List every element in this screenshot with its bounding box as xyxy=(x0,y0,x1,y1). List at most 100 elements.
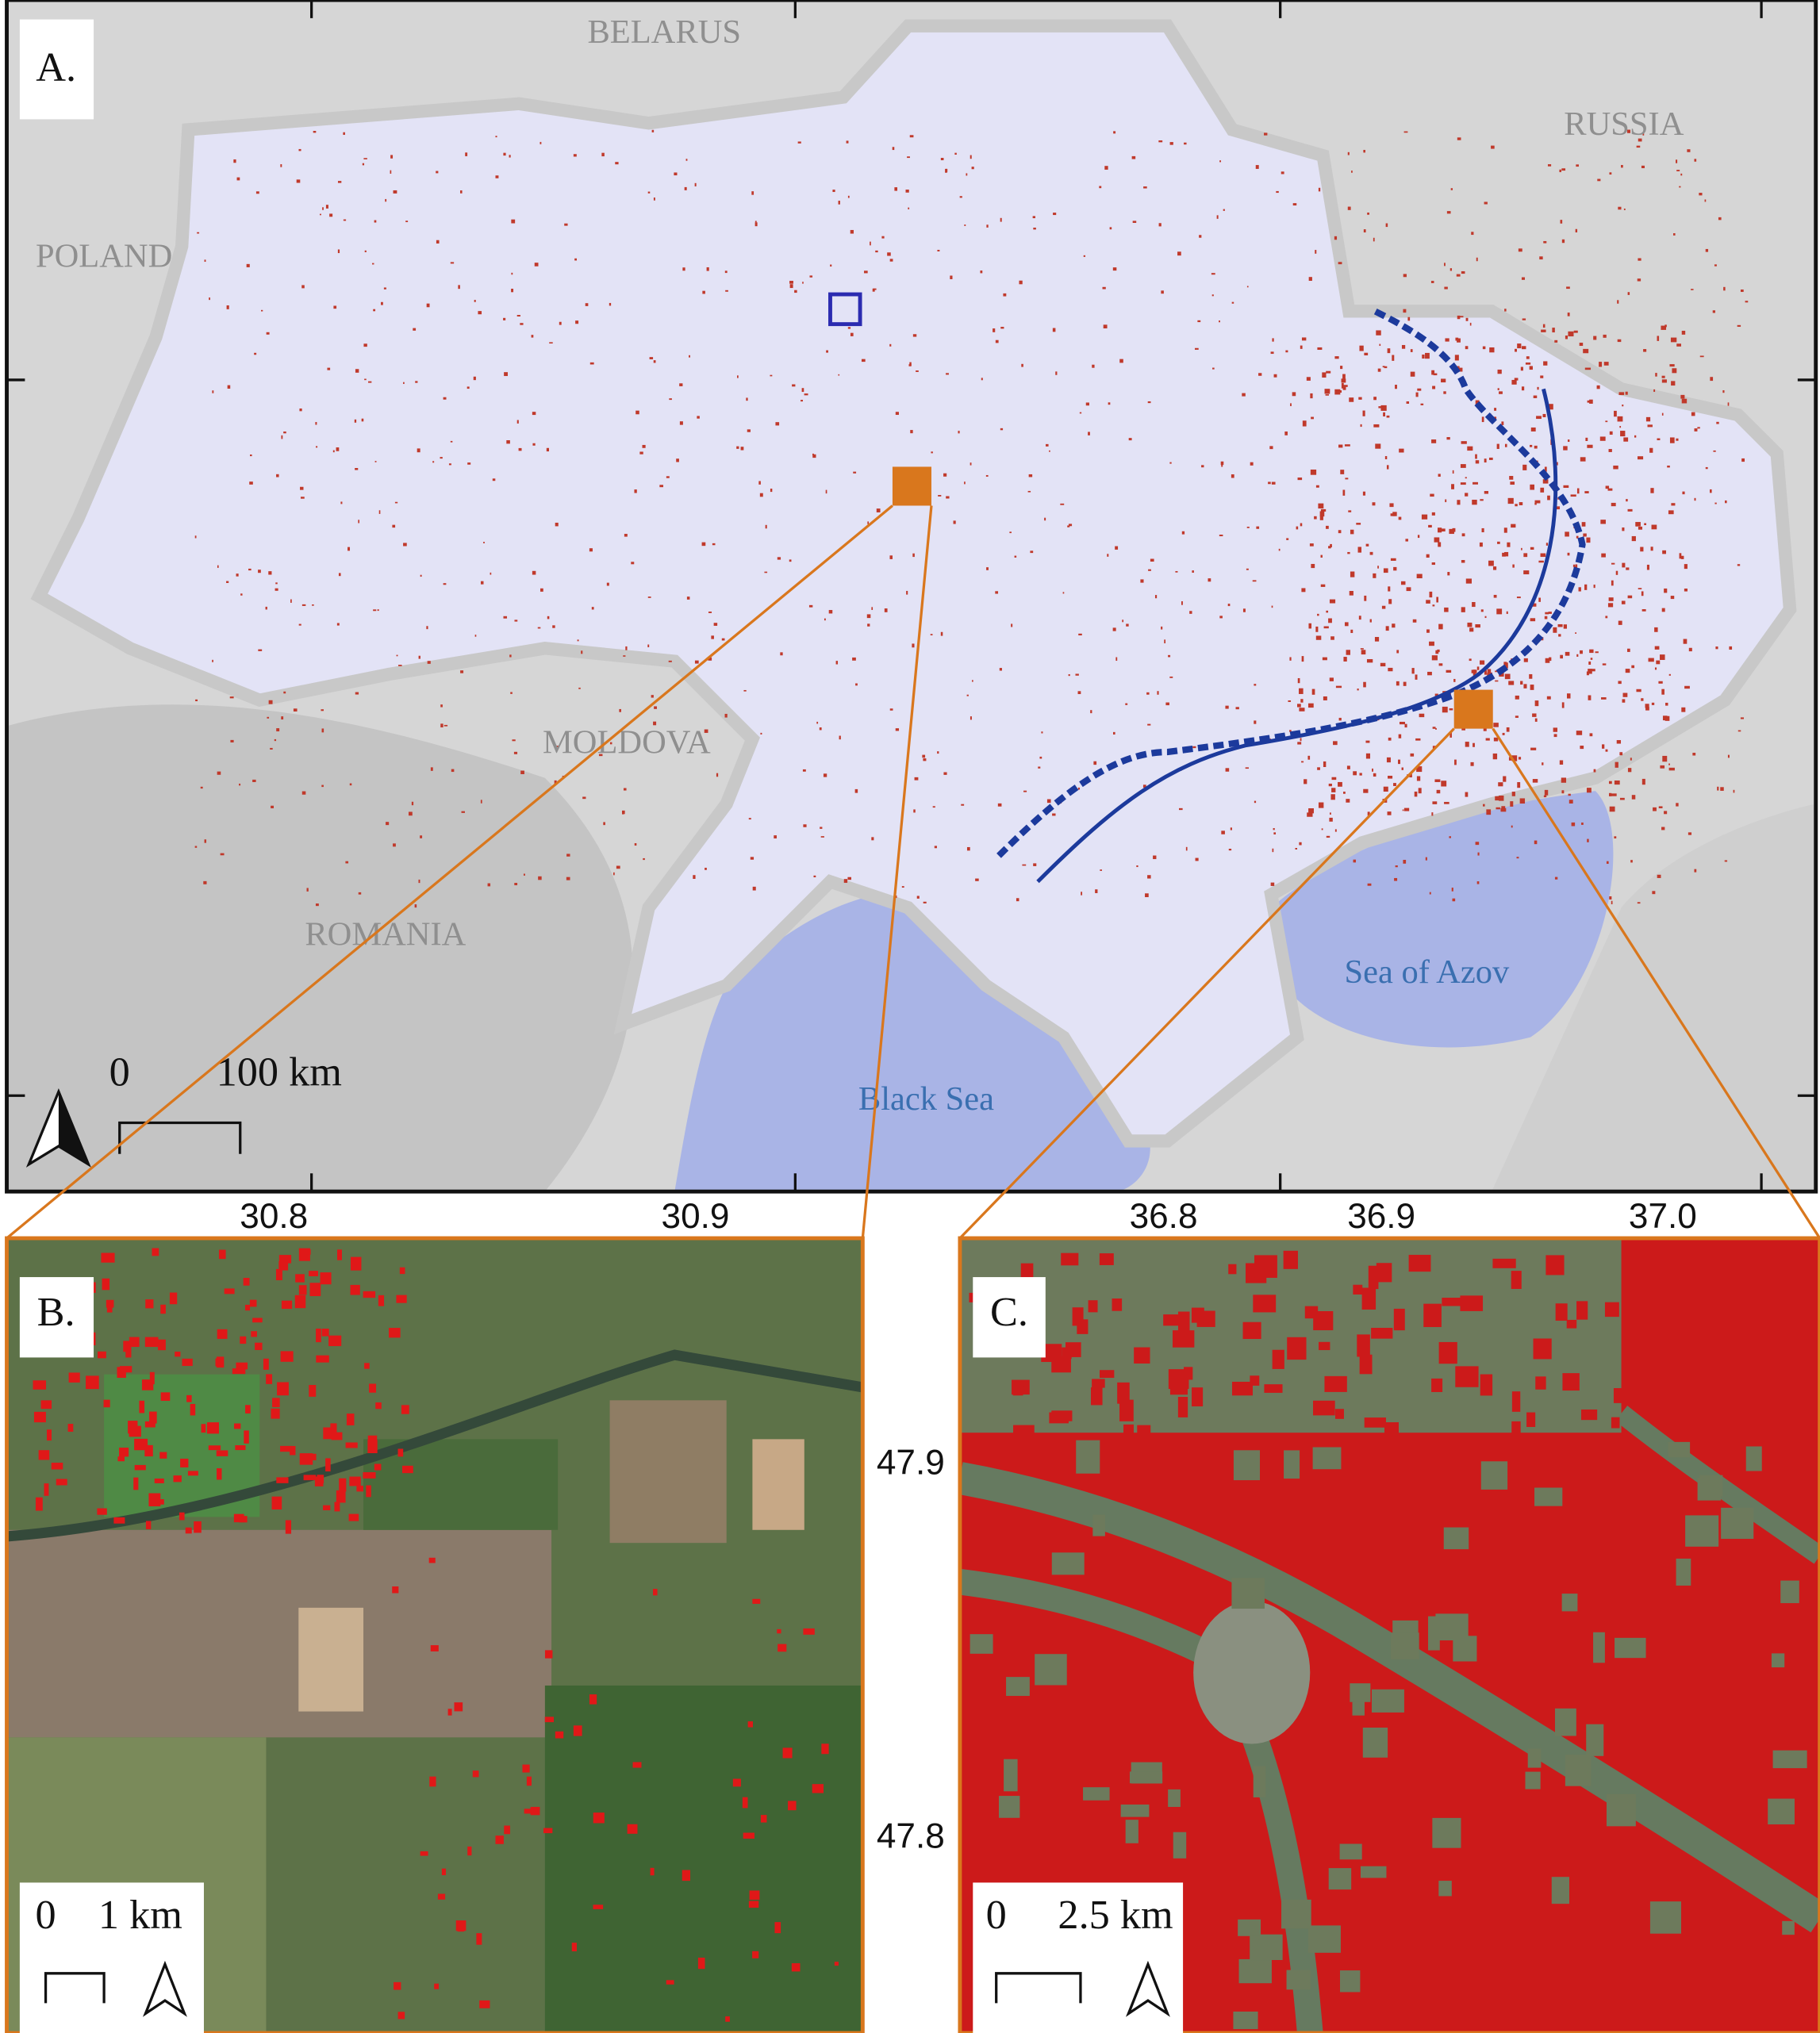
speck xyxy=(1575,632,1577,635)
speck xyxy=(316,1328,321,1343)
speck xyxy=(1552,328,1555,333)
speck xyxy=(1308,808,1314,814)
speck xyxy=(1533,1338,1552,1360)
speck xyxy=(1722,389,1725,393)
speck xyxy=(573,154,577,157)
speck xyxy=(1350,629,1353,634)
speck xyxy=(1654,627,1658,632)
speck xyxy=(1297,742,1302,745)
speck xyxy=(154,1479,164,1483)
speck xyxy=(436,240,440,244)
speck xyxy=(1507,542,1511,547)
speck xyxy=(1273,828,1275,830)
speck xyxy=(280,1445,294,1452)
speck xyxy=(1475,400,1480,405)
speck xyxy=(634,842,637,846)
speck xyxy=(1664,811,1668,815)
speck xyxy=(1434,537,1440,543)
speck xyxy=(1637,902,1641,904)
speck xyxy=(1599,362,1603,367)
speck xyxy=(1648,658,1654,662)
speck xyxy=(1482,346,1486,350)
speck xyxy=(1375,443,1381,449)
speck xyxy=(277,1382,289,1396)
speck xyxy=(316,1355,329,1363)
speck xyxy=(1417,388,1422,391)
speck xyxy=(1631,665,1635,669)
speck xyxy=(1075,673,1079,676)
speck xyxy=(1273,832,1277,834)
speck xyxy=(1668,767,1675,771)
speck xyxy=(1321,828,1323,830)
speck xyxy=(1392,1620,1419,1633)
speck xyxy=(1558,634,1561,637)
speck xyxy=(1691,412,1695,416)
speck xyxy=(1300,345,1303,349)
speck xyxy=(1608,597,1614,601)
speck xyxy=(516,315,520,317)
speck xyxy=(275,1268,282,1280)
speck xyxy=(1131,155,1136,159)
speck xyxy=(1681,398,1688,404)
speck xyxy=(1088,432,1090,435)
speck xyxy=(1635,522,1641,527)
speck xyxy=(1580,650,1583,654)
speck xyxy=(701,542,706,547)
speck xyxy=(1745,301,1749,303)
speck xyxy=(1605,420,1608,423)
speck xyxy=(1620,431,1626,437)
speck xyxy=(1219,616,1223,619)
speck xyxy=(240,593,243,596)
speck xyxy=(1586,537,1591,543)
speck xyxy=(1019,280,1023,285)
speck xyxy=(1530,685,1534,690)
speck xyxy=(1067,525,1070,527)
speck xyxy=(631,562,635,565)
speck xyxy=(1587,838,1589,842)
speck xyxy=(1264,132,1268,136)
speck xyxy=(509,654,512,658)
speck xyxy=(1627,508,1633,512)
speck xyxy=(970,1634,993,1654)
speck xyxy=(1145,893,1149,898)
speck xyxy=(1362,1728,1388,1758)
speck xyxy=(1334,356,1339,359)
speck xyxy=(1189,611,1192,614)
speck xyxy=(1364,352,1369,356)
speck xyxy=(847,195,850,198)
speck xyxy=(1523,570,1530,575)
speck xyxy=(1668,1441,1691,1458)
speck xyxy=(1671,381,1676,386)
speck xyxy=(1484,458,1487,463)
speck xyxy=(908,207,910,209)
speck xyxy=(1322,657,1327,661)
speck xyxy=(1737,324,1741,327)
speck xyxy=(336,447,340,451)
speck xyxy=(321,1329,329,1337)
speck xyxy=(332,450,335,453)
speck xyxy=(1384,1422,1399,1437)
speck xyxy=(1638,258,1641,261)
speck xyxy=(1576,535,1579,539)
speck xyxy=(1772,1750,1807,1769)
speck xyxy=(1511,755,1518,761)
speck xyxy=(437,1893,446,1900)
speck xyxy=(1503,527,1507,533)
speck xyxy=(1367,883,1372,886)
speck xyxy=(1641,591,1644,596)
speck xyxy=(1404,723,1407,728)
speck xyxy=(721,638,725,641)
speck xyxy=(1161,626,1163,630)
speck xyxy=(208,1445,221,1451)
speck xyxy=(1423,1303,1442,1328)
speck xyxy=(1601,553,1606,558)
speck xyxy=(1310,469,1317,475)
speck xyxy=(364,1363,370,1369)
speck xyxy=(774,835,777,839)
speck xyxy=(884,608,888,612)
speck xyxy=(1386,465,1389,470)
speck xyxy=(1385,626,1389,631)
speck xyxy=(1371,1327,1393,1339)
speck xyxy=(1301,588,1306,593)
speck xyxy=(872,288,875,292)
